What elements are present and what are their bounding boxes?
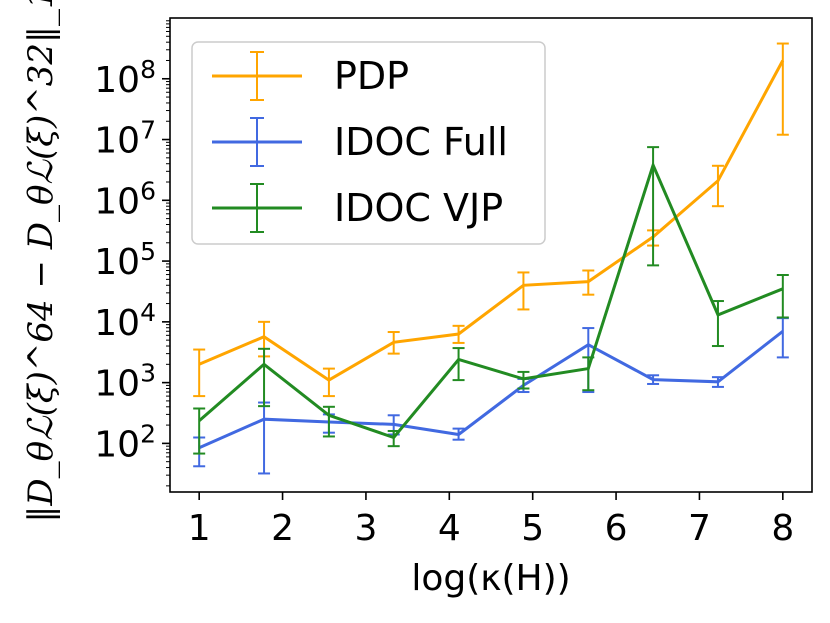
- y-tick-exponent: 3: [140, 359, 156, 388]
- y-tick-label: 103: [94, 359, 156, 405]
- y-tick-base: 10: [94, 364, 140, 405]
- series-line: [198, 330, 784, 450]
- y-tick-base: 10: [94, 242, 140, 283]
- y-tick-label: 102: [94, 419, 156, 465]
- x-tick-label: 6: [605, 508, 628, 549]
- legend-item-idoc-vjp: IDOC VJP: [212, 183, 503, 233]
- series-idoc-vjp: [193, 146, 789, 455]
- x-tick-label: 8: [771, 508, 794, 549]
- legend-label: PDP: [334, 54, 409, 98]
- y-tick-label: 107: [94, 116, 156, 162]
- y-tick-base: 10: [94, 121, 140, 162]
- y-tick-exponent: 8: [140, 55, 156, 84]
- x-tick-label: 3: [354, 508, 377, 549]
- series-idoc-full: [193, 317, 789, 475]
- legend: PDP IDOC Full IDOC VJP: [191, 41, 546, 245]
- y-tick-exponent: 6: [140, 176, 156, 205]
- x-axis-label: log(κ(H)): [411, 558, 570, 599]
- y-tick-label: 104: [94, 298, 156, 344]
- y-tick-base: 10: [94, 181, 140, 222]
- x-tick-label: 7: [688, 508, 711, 549]
- series-line: [198, 160, 784, 440]
- y-tick-exponent: 5: [140, 237, 156, 266]
- series-line: [198, 59, 785, 382]
- x-axis: 1 2 3 4 5 6 7 8: [188, 492, 794, 549]
- x-tick-label: 4: [438, 508, 461, 549]
- y-axis-label: ‖D_θℒ(ξ)^64 − D_θℒ(ξ)^32‖_1: [21, 0, 61, 523]
- legend-box: [191, 41, 546, 245]
- y-tick-label: 106: [94, 176, 156, 222]
- y-tick-base: 10: [94, 303, 140, 344]
- legend-item-pdp: PDP: [212, 51, 409, 101]
- x-tick-label: 5: [521, 508, 544, 549]
- x-tick-label: 2: [271, 508, 294, 549]
- y-tick-label: 108: [94, 55, 156, 101]
- y-tick-exponent: 2: [140, 419, 156, 448]
- plot-frame: [169, 17, 813, 493]
- y-tick-exponent: 4: [140, 298, 156, 327]
- series-pdp: [193, 42, 789, 398]
- y-tick-base: 10: [94, 60, 140, 101]
- legend-label: IDOC VJP: [334, 186, 503, 230]
- legend-item-idoc-full: IDOC Full: [212, 117, 508, 167]
- y-tick-label: 105: [94, 237, 156, 283]
- x-tick-label: 1: [188, 508, 211, 549]
- y-tick-exponent: 7: [140, 116, 156, 145]
- y-tick-base: 10: [94, 424, 140, 465]
- legend-label: IDOC Full: [334, 120, 508, 164]
- series-layer: [193, 42, 789, 475]
